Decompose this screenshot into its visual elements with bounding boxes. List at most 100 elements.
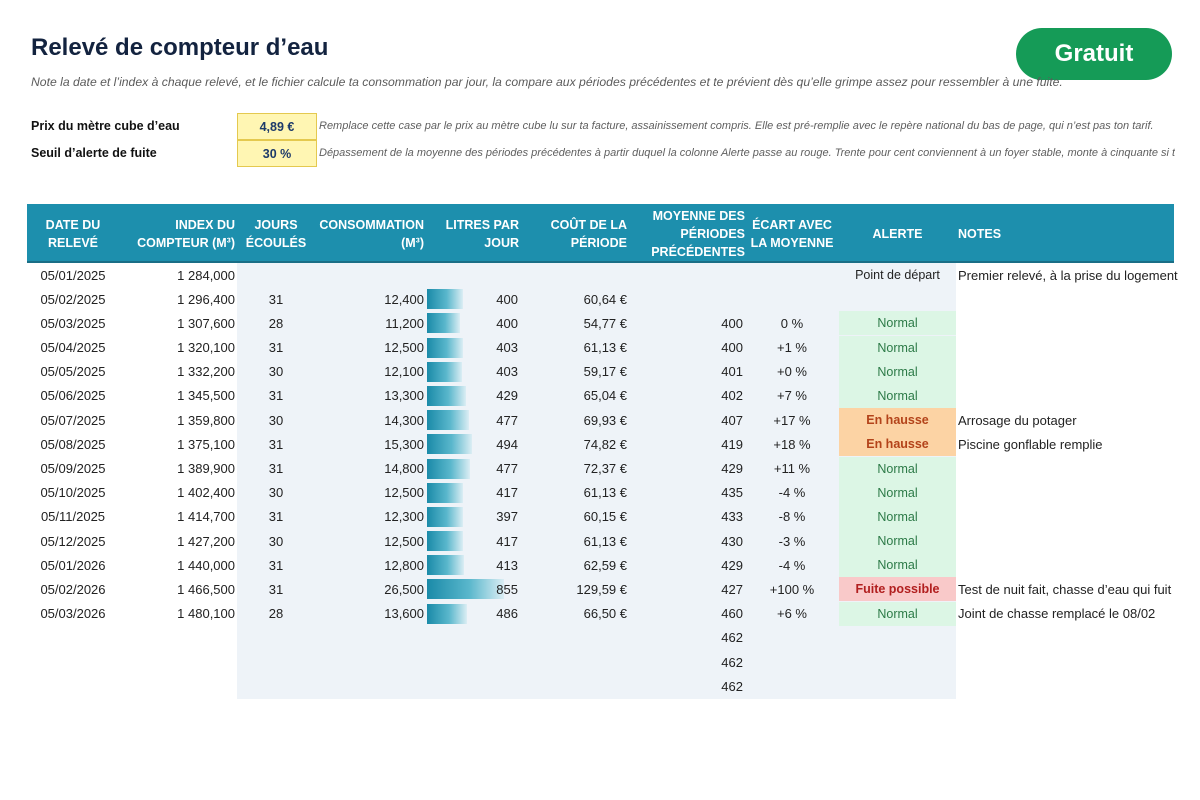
cell-date[interactable]: 05/01/2026 bbox=[40, 557, 106, 573]
cell-note[interactable]: Joint de chasse remplacé le 08/02 bbox=[958, 606, 1156, 622]
cell-consumption[interactable]: 12,500 bbox=[384, 340, 424, 356]
cell-index[interactable]: 1 320,100 bbox=[177, 340, 235, 356]
cell-note[interactable] bbox=[958, 360, 1174, 384]
cell-cost[interactable]: 61,13 € bbox=[583, 485, 627, 501]
cell-cost[interactable]: 60,64 € bbox=[583, 291, 627, 307]
alert-cell[interactable]: Normal bbox=[839, 504, 956, 529]
cell-liters-per-day[interactable]: 486 bbox=[496, 606, 518, 622]
cell-date[interactable]: 05/01/2025 bbox=[40, 267, 106, 283]
free-badge[interactable]: Gratuit bbox=[1016, 28, 1172, 80]
cell-index[interactable]: 1 332,200 bbox=[177, 364, 235, 380]
cell-average[interactable]: 400 bbox=[721, 340, 743, 356]
cell-date[interactable]: 05/02/2026 bbox=[40, 581, 106, 597]
cell-consumption[interactable] bbox=[310, 263, 424, 287]
cell-liters-per-day[interactable]: 429 bbox=[496, 388, 518, 404]
cell-note[interactable]: Piscine gonflable remplie bbox=[958, 436, 1103, 452]
cell-consumption[interactable] bbox=[310, 674, 424, 698]
col-header-days[interactable]: Jours écoulés bbox=[245, 217, 307, 250]
cell-consumption[interactable]: 13,600 bbox=[384, 606, 424, 622]
alert-cell[interactable] bbox=[839, 650, 956, 674]
cell-note[interactable] bbox=[958, 553, 1174, 577]
cell-difference[interactable]: +100 % bbox=[769, 581, 815, 597]
col-header-cost[interactable]: Coût de la période bbox=[550, 217, 627, 250]
cell-date[interactable] bbox=[27, 626, 119, 650]
cell-cost[interactable] bbox=[547, 263, 627, 287]
cell-consumption[interactable]: 12,400 bbox=[384, 291, 424, 307]
alert-cell[interactable] bbox=[839, 674, 956, 698]
cell-note[interactable]: Test de nuit fait, chasse d’eau qui fuit bbox=[958, 581, 1172, 597]
cell-difference[interactable] bbox=[747, 674, 837, 698]
cell-consumption[interactable]: 14,300 bbox=[384, 412, 424, 428]
cell-liters-per-day[interactable] bbox=[445, 626, 518, 650]
cell-difference[interactable]: +7 % bbox=[777, 388, 807, 404]
cell-date[interactable]: 05/10/2025 bbox=[40, 485, 106, 501]
cell-difference[interactable]: +6 % bbox=[777, 606, 807, 622]
alert-cell[interactable]: Normal bbox=[839, 456, 956, 481]
cell-date[interactable]: 05/03/2026 bbox=[40, 606, 106, 622]
cell-days[interactable]: 31 bbox=[268, 461, 284, 476]
cell-average[interactable]: 429 bbox=[721, 461, 743, 476]
cell-index[interactable]: 1 296,400 bbox=[177, 291, 235, 307]
cell-difference[interactable]: +18 % bbox=[773, 436, 811, 452]
cell-consumption[interactable] bbox=[310, 626, 424, 650]
cell-difference[interactable]: -3 % bbox=[778, 533, 806, 549]
cell-cost[interactable]: 54,77 € bbox=[583, 315, 627, 331]
cell-average[interactable]: 429 bbox=[721, 557, 743, 573]
cell-note[interactable]: Arrosage du potager bbox=[958, 412, 1077, 428]
cell-index[interactable]: 1 345,500 bbox=[177, 388, 235, 404]
cell-average[interactable]: 433 bbox=[721, 509, 743, 525]
cell-note[interactable] bbox=[958, 650, 1174, 674]
cell-days[interactable]: 31 bbox=[268, 340, 284, 356]
cell-cost[interactable]: 129,59 € bbox=[576, 581, 627, 597]
cell-index[interactable] bbox=[127, 674, 235, 698]
cell-index[interactable]: 1 440,000 bbox=[177, 557, 235, 573]
cell-consumption[interactable]: 26,500 bbox=[384, 581, 424, 597]
cell-days[interactable] bbox=[249, 626, 303, 650]
cell-date[interactable]: 05/12/2025 bbox=[40, 533, 106, 549]
alert-cell[interactable]: Normal bbox=[839, 311, 956, 336]
alert-cell[interactable]: En hausse bbox=[839, 408, 956, 433]
alert-cell[interactable]: Normal bbox=[839, 480, 956, 505]
cell-liters-per-day[interactable]: 400 bbox=[496, 291, 518, 307]
cell-average[interactable]: 402 bbox=[721, 388, 743, 404]
cell-cost[interactable]: 62,59 € bbox=[583, 557, 627, 573]
cell-date[interactable]: 05/09/2025 bbox=[40, 461, 106, 476]
cell-difference[interactable]: 0 % bbox=[780, 315, 804, 331]
cell-note[interactable] bbox=[958, 674, 1174, 698]
col-header-date[interactable]: Date du relevé bbox=[45, 217, 101, 250]
cell-difference[interactable] bbox=[747, 287, 837, 311]
cell-days[interactable]: 31 bbox=[268, 291, 284, 307]
cell-average[interactable]: 427 bbox=[721, 581, 743, 597]
col-header-index[interactable]: Index du compteur (m³) bbox=[137, 217, 235, 250]
alert-cell[interactable] bbox=[839, 287, 956, 311]
cell-average[interactable]: 460 bbox=[721, 606, 743, 622]
cell-cost[interactable] bbox=[547, 650, 627, 674]
cell-cost[interactable]: 74,82 € bbox=[583, 436, 627, 452]
col-header-difference[interactable]: Écart avec la moyenne bbox=[750, 217, 834, 250]
alert-cell[interactable]: Point de départ bbox=[855, 268, 940, 282]
cell-index[interactable]: 1 414,700 bbox=[177, 509, 235, 525]
cell-days[interactable]: 28 bbox=[268, 606, 284, 622]
cell-cost[interactable]: 69,93 € bbox=[583, 412, 627, 428]
alert-cell[interactable]: Normal bbox=[839, 553, 956, 578]
cell-liters-per-day[interactable]: 403 bbox=[496, 364, 518, 380]
cell-cost[interactable]: 66,50 € bbox=[583, 606, 627, 622]
cell-index[interactable]: 1 427,200 bbox=[177, 533, 235, 549]
cell-index[interactable] bbox=[127, 650, 235, 674]
alert-cell[interactable]: Normal bbox=[839, 529, 956, 554]
cell-liters-per-day[interactable]: 397 bbox=[496, 509, 518, 525]
cell-consumption[interactable] bbox=[310, 650, 424, 674]
cell-date[interactable]: 05/03/2025 bbox=[40, 315, 106, 331]
alert-cell[interactable] bbox=[839, 626, 956, 650]
cell-liters-per-day[interactable]: 855 bbox=[496, 581, 518, 597]
cell-cost[interactable] bbox=[547, 674, 627, 698]
cell-days[interactable]: 30 bbox=[268, 364, 284, 380]
cell-difference[interactable]: -8 % bbox=[778, 509, 806, 525]
cell-liters-per-day[interactable]: 477 bbox=[496, 412, 518, 428]
cell-date[interactable]: 05/02/2025 bbox=[40, 291, 106, 307]
col-header-average[interactable]: Moyenne des périodes précédentes bbox=[651, 208, 745, 259]
price-input[interactable]: 4,89 € bbox=[237, 113, 317, 140]
cell-liters-per-day[interactable]: 417 bbox=[496, 485, 518, 501]
cell-date[interactable]: 05/07/2025 bbox=[40, 412, 106, 428]
col-header-notes[interactable]: Notes bbox=[958, 226, 1002, 241]
